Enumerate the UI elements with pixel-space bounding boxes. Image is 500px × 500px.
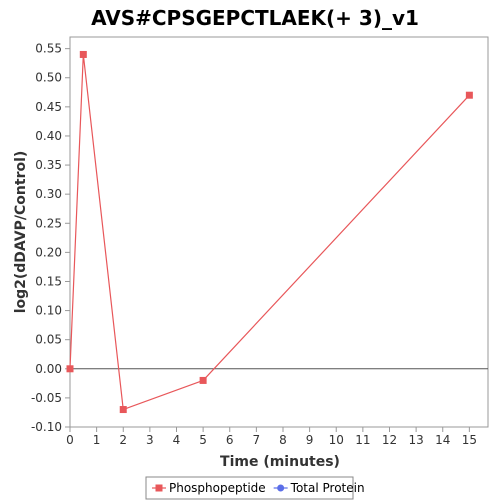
x-tick-label: 12 xyxy=(382,433,397,447)
x-tick-label: 2 xyxy=(119,433,127,447)
data-point xyxy=(79,50,87,58)
y-axis-label: log2(dDAVP/Control) xyxy=(13,151,29,314)
x-tick-label: 10 xyxy=(329,433,344,447)
y-tick-label: 0.30 xyxy=(35,187,62,201)
legend-marker xyxy=(277,484,285,492)
x-tick-label: 7 xyxy=(253,433,261,447)
x-tick-label: 11 xyxy=(355,433,370,447)
series-layer xyxy=(66,50,473,414)
y-tick-label: 0.10 xyxy=(35,304,62,318)
x-axis-ticks: 0 1 2 3 4 5 6 7 8 9 10 11 12 13 14 15 xyxy=(66,427,477,447)
y-tick-label: -0.10 xyxy=(31,420,62,434)
legend: Phosphopeptide Total Protein xyxy=(145,476,365,500)
legend-label: Total Protein xyxy=(290,481,365,495)
y-tick-label: 0.50 xyxy=(35,71,62,85)
legend-box xyxy=(145,476,354,500)
y-tick-label: 0.00 xyxy=(35,362,62,376)
y-tick-label: 0.40 xyxy=(35,129,62,143)
legend-marker xyxy=(155,484,163,492)
data-point xyxy=(119,406,127,414)
y-tick-label: 0.05 xyxy=(35,333,62,347)
x-tick-label: 3 xyxy=(146,433,154,447)
y-tick-label: 0.45 xyxy=(35,100,62,114)
x-tick-label: 8 xyxy=(279,433,287,447)
x-tick-label: 14 xyxy=(435,433,450,447)
data-point xyxy=(199,376,207,384)
legend-label: Phosphopeptide xyxy=(169,481,266,495)
x-tick-label: 5 xyxy=(199,433,207,447)
x-tick-label: 6 xyxy=(226,433,234,447)
y-tick-label: 0.20 xyxy=(35,245,62,259)
y-tick-label: 0.35 xyxy=(35,158,62,172)
x-tick-label: 15 xyxy=(462,433,477,447)
x-tick-label: 13 xyxy=(408,433,423,447)
data-point xyxy=(66,365,74,373)
y-tick-label: -0.05 xyxy=(31,391,62,405)
x-tick-label: 0 xyxy=(66,433,74,447)
y-axis-ticks: -0.10 -0.05 0.00 0.05 0.10 0.15 0.20 0.25 0.30 0.… xyxy=(31,42,70,434)
x-axis-label: Time (minutes) xyxy=(220,454,340,470)
plot-border xyxy=(69,36,489,428)
plot-area xyxy=(69,36,489,428)
data-point xyxy=(465,91,473,99)
x-tick-label: 1 xyxy=(93,433,101,447)
y-tick-label: 0.55 xyxy=(35,42,62,56)
x-tick-label: 4 xyxy=(173,433,181,447)
y-tick-label: 0.25 xyxy=(35,216,62,230)
y-tick-label: 0.15 xyxy=(35,274,62,288)
chart-title: AVS#CPSGEPCTLAEK(+ 3)_v1 xyxy=(91,6,419,30)
legend-items: Phosphopeptide Total Protein xyxy=(152,481,365,495)
x-tick-label: 9 xyxy=(306,433,314,447)
